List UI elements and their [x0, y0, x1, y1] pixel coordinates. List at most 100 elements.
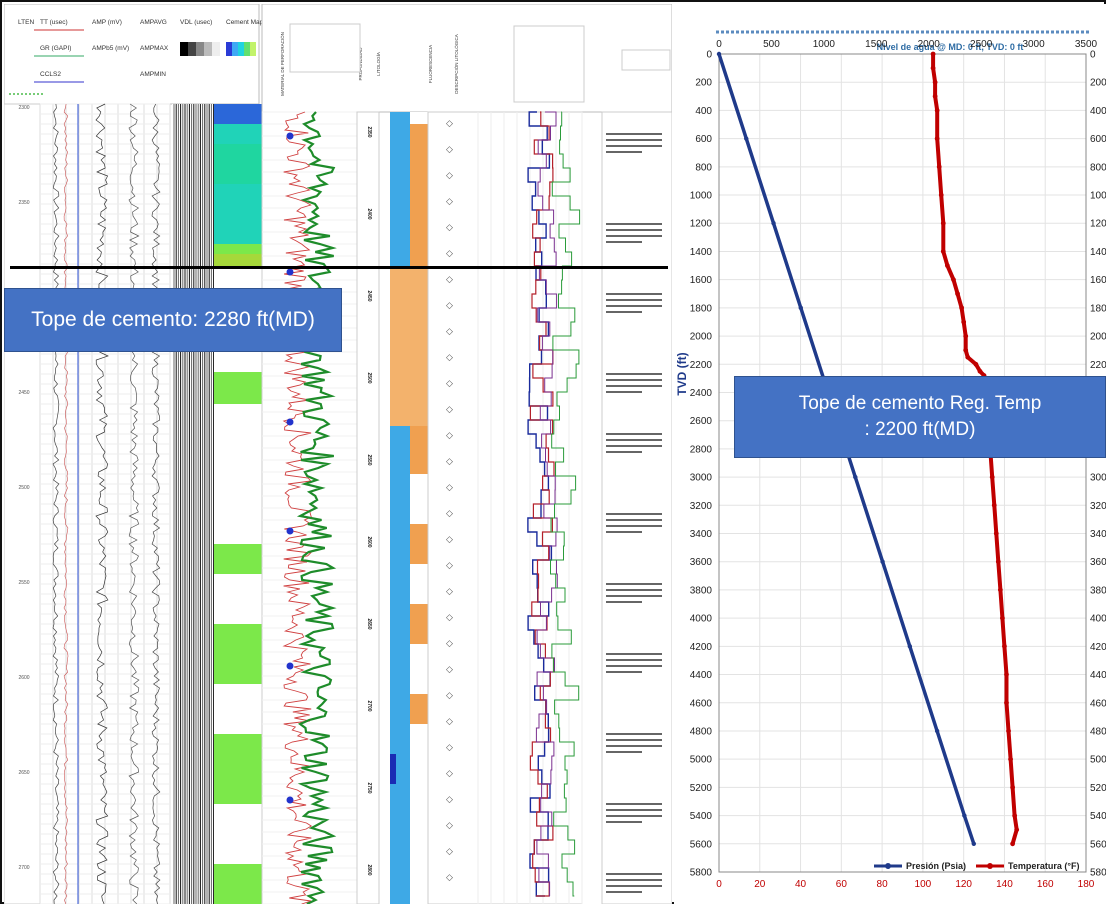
amp-curve	[95, 103, 109, 904]
cement-map-scale-cell	[226, 42, 232, 56]
y-tick-label-right: 2200	[1090, 360, 1106, 371]
temp-cement-callout-line1: Tope de cemento Reg. Temp	[798, 393, 1042, 415]
log-header-label: AMPb5 (mV)	[92, 45, 129, 52]
log-header-label: CCLS2	[40, 71, 61, 78]
temperature-point	[1006, 728, 1011, 734]
cement-map-block	[214, 444, 262, 544]
legend-label-temperature: Temperatura (°F)	[1008, 861, 1079, 871]
y-tick-label-right: 600	[1090, 134, 1106, 145]
y-tick-label-right: 5200	[1090, 783, 1106, 794]
y-tick-label: 1400	[690, 247, 713, 258]
temperature-point	[995, 559, 1001, 565]
y-tick-label-right: 0	[1090, 50, 1096, 61]
cement-map-scale-cell	[244, 42, 250, 56]
depth-tick-label: 2700	[18, 865, 29, 871]
fluorescence-symbol: ◇	[446, 222, 453, 232]
well-log-panel: LTEN TT (usec) AMP (mV) AMPAVG VDL (usec) Cem…	[4, 4, 672, 904]
cement-map-block	[214, 804, 262, 864]
plot-frame	[718, 53, 1087, 873]
temperature-point	[955, 291, 960, 297]
temperature-point	[1000, 615, 1005, 621]
temperature-point	[963, 333, 969, 339]
y-tick-label: 5400	[690, 811, 713, 822]
fluorescence-symbol: ◇	[446, 170, 453, 180]
cement-map-block	[214, 624, 262, 684]
mudlog-depth-label: 2400	[366, 208, 372, 219]
log-header-label: Cement Map	[226, 19, 264, 26]
y-tick-label: 200	[695, 78, 712, 89]
depth-tick-label: 2500	[18, 485, 29, 491]
rop-curve	[282, 111, 313, 904]
x-bottom-tick-label: 60	[836, 879, 848, 890]
y-tick-label: 1000	[690, 191, 713, 202]
survey-marker	[286, 527, 294, 535]
temperature-point	[977, 368, 983, 374]
pressure-point	[907, 644, 913, 649]
fluorescence-symbol: ◇	[446, 716, 453, 726]
cement-top-line	[10, 266, 668, 269]
depth-tick-label: 2650	[18, 770, 29, 776]
log-header-label: TT (usec)	[40, 19, 68, 26]
temperature-point	[934, 136, 940, 142]
y-tick-label: 5600	[690, 839, 713, 850]
temperature-point	[991, 502, 997, 508]
temperature-point	[963, 347, 969, 353]
cement-map-block	[214, 684, 262, 734]
mudlog-header-label: MATERIAL DE PERFORACIÓN	[279, 32, 285, 96]
fluorescence-symbol: ◇	[446, 872, 453, 882]
x-top-tick-label: 2000	[918, 39, 941, 50]
y-tick-label-right: 200	[1090, 78, 1106, 89]
temperature-point	[940, 249, 946, 254]
sand-interval	[410, 154, 428, 284]
mudlog-lith-desc-box	[621, 49, 671, 71]
y-tick-label: 3800	[690, 585, 713, 596]
depth-tick-label: 2300	[18, 105, 29, 111]
temperature-point	[1004, 700, 1009, 706]
y-tick-label: 4200	[690, 642, 713, 653]
fluorescence-symbol: ◇	[446, 274, 453, 284]
fluorescence-symbol: ◇	[446, 430, 453, 440]
y-tick-label: 4000	[690, 614, 713, 625]
y-tick-label: 2600	[690, 416, 713, 427]
temperature-point	[932, 79, 938, 85]
cement-map-block	[214, 372, 262, 404]
y-tick-label-right: 5600	[1090, 839, 1106, 850]
y-tick-label: 1600	[690, 275, 713, 286]
log-header-label: AMPAVG	[140, 19, 167, 26]
y-tick-label-right: 1200	[1090, 219, 1106, 230]
y-tick-label-right: 5000	[1090, 755, 1106, 766]
fluorescence-symbol: ◇	[446, 794, 453, 804]
y-tick-label: 4600	[690, 698, 713, 709]
fluorescence-symbol: ◇	[446, 248, 453, 258]
pressure-point	[971, 841, 977, 846]
survey-marker	[286, 132, 294, 140]
y-tick-label: 2000	[690, 332, 713, 343]
x-bottom-tick-label: 100	[915, 879, 932, 890]
mudlog-header-label: LITOLOGÍA	[375, 52, 381, 76]
x-bottom-tick-label: 140	[996, 879, 1013, 890]
cement-map-scale-cell	[250, 42, 256, 56]
fluorescence-symbol: ◇	[446, 612, 453, 622]
y-tick-label-right: 3200	[1090, 501, 1106, 512]
pressure-point	[771, 221, 776, 226]
y-tick-label-right: 4000	[1090, 614, 1106, 625]
x-bottom-tick-label: 20	[754, 879, 766, 890]
log-header-label: AMPMIN	[140, 71, 166, 78]
log-header-label: LTEN	[18, 19, 34, 26]
gas-curve	[296, 111, 337, 904]
temperature-point	[1010, 841, 1015, 847]
mudlog-header-label: DESCRIPCIÓN LITOLÓGICA	[453, 34, 459, 93]
vdl-scale-cell	[180, 42, 188, 56]
cement-map-block	[214, 104, 262, 124]
pressure-point	[853, 474, 858, 480]
y-tick-label: 2200	[690, 360, 713, 371]
y-tick-label: 3200	[690, 501, 713, 512]
cement-top-callout: Tope de cemento: 2280 ft(MD)	[4, 288, 342, 352]
cement-map-block	[214, 864, 262, 904]
cement-map-block	[214, 734, 262, 764]
fluorescence-symbol: ◇	[446, 820, 453, 830]
mudlog-depth-label: 2350	[366, 126, 372, 137]
y-tick-label-right: 5800	[1090, 868, 1106, 879]
temperature-point	[930, 65, 936, 71]
